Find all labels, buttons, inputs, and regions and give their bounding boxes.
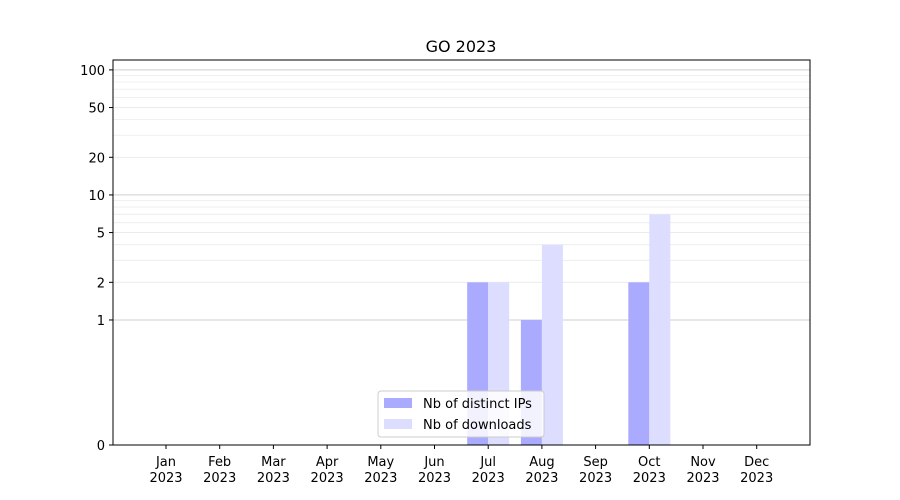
- x-tick-label-line: 2023: [418, 471, 451, 486]
- bar-distinct-ips: [628, 282, 650, 445]
- x-tick-label-line: 2023: [364, 471, 397, 486]
- x-tick-label: Dec 2023: [740, 455, 773, 486]
- x-tick-label-line: Dec: [744, 455, 769, 470]
- legend-label-distinct-ips: Nb of distinct IPs: [423, 397, 532, 412]
- y-tick-label: 5: [97, 227, 105, 242]
- x-tick-label-line: 2023: [149, 471, 182, 486]
- x-tick-label-line: 2023: [472, 471, 505, 486]
- x-tick-label: Jan 2023: [149, 455, 182, 486]
- y-tick-label: 100: [80, 64, 105, 79]
- y-tick-label: 10: [88, 189, 105, 204]
- x-tick-label: Jun 2023: [418, 455, 451, 486]
- chart-title: GO 2023: [426, 37, 497, 56]
- legend-label-downloads: Nb of downloads: [423, 418, 532, 433]
- bar-downloads: [541, 244, 563, 445]
- x-tick-label-line: Apr: [316, 455, 339, 470]
- x-tick-label: Apr 2023: [311, 455, 344, 486]
- legend-box: [377, 390, 545, 438]
- y-tick-label: 2: [97, 276, 105, 291]
- x-tick-label-line: Jul: [479, 455, 496, 470]
- bar-downloads: [649, 214, 671, 445]
- y-tick-label: 20: [88, 151, 105, 166]
- x-tick-label-line: 2023: [311, 471, 344, 486]
- x-tick-label-line: 2023: [579, 471, 612, 486]
- x-tick-label-line: 2023: [686, 471, 719, 486]
- x-tick-label-line: 2023: [525, 471, 558, 486]
- plot-frame: [112, 59, 811, 446]
- legend-swatch-distinct-ips: [384, 398, 412, 408]
- x-tick-label-line: Nov: [690, 455, 716, 470]
- x-tick-label-line: Mar: [261, 455, 286, 470]
- x-tick-label-line: Feb: [208, 455, 231, 470]
- x-tick-label-line: Jan: [155, 455, 176, 470]
- y-tick-label: 0: [97, 439, 105, 454]
- x-tick-label: May 2023: [364, 455, 397, 486]
- x-tick-label-line: Jun: [423, 455, 444, 470]
- y-tick-label: 50: [88, 102, 105, 117]
- x-tick-label: Nov 2023: [686, 455, 719, 486]
- legend-swatch-downloads: [384, 419, 412, 429]
- x-tick-label: Feb 2023: [203, 455, 236, 486]
- x-tick-label: Aug 2023: [525, 455, 558, 486]
- x-tick-label: Sep 2023: [579, 455, 612, 486]
- x-tick-label-line: 2023: [740, 471, 773, 486]
- grid-lines: [113, 69, 810, 321]
- x-tick-label: Mar 2023: [257, 455, 290, 486]
- y-axis: 0 1 2 5 10 20 50 100: [80, 64, 113, 454]
- x-tick-label-line: Oct: [638, 455, 660, 470]
- x-tick-label-line: 2023: [633, 471, 666, 486]
- x-tick-label-line: 2023: [257, 471, 290, 486]
- x-tick-label-line: May: [367, 455, 394, 470]
- y-tick-label: 1: [97, 314, 105, 329]
- x-tick-label: Jul 2023: [472, 455, 505, 486]
- x-tick-label-line: Sep: [583, 455, 608, 470]
- x-tick-label-line: Aug: [529, 455, 554, 470]
- x-tick-label: Oct 2023: [633, 455, 666, 486]
- x-tick-label-line: 2023: [203, 471, 236, 486]
- legend: Nb of distinct IPs Nb of downloads: [377, 390, 545, 438]
